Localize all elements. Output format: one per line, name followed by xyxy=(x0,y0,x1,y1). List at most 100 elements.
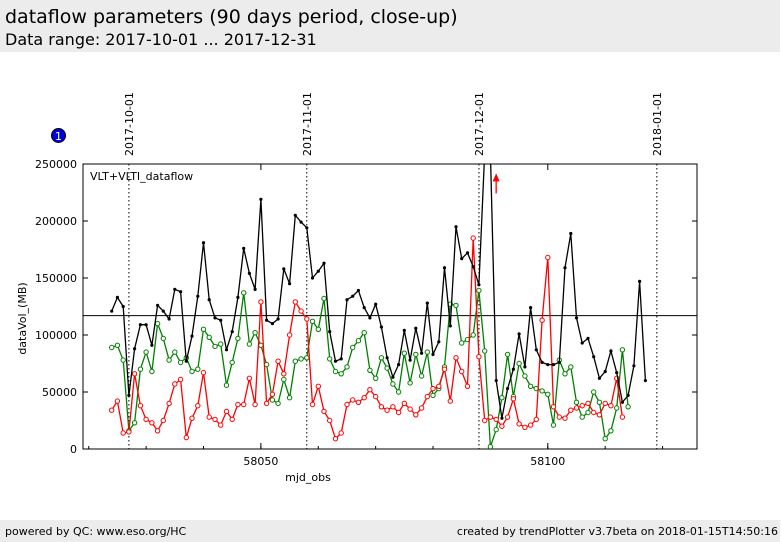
data-range-subtitle: Data range: 2017-10-01 ... 2017-12-31 xyxy=(5,30,317,49)
data-point-red xyxy=(608,403,614,409)
data-point-green xyxy=(625,404,631,410)
data-point-red xyxy=(131,371,138,377)
data-point-red xyxy=(459,368,465,375)
data-point-green xyxy=(223,382,230,388)
data-point-red xyxy=(338,430,344,436)
data-point-total xyxy=(460,257,464,261)
data-point-green xyxy=(361,330,367,336)
data-point-red xyxy=(447,398,453,404)
data-point-green xyxy=(327,356,333,362)
data-point-total xyxy=(511,367,515,371)
data-point-total xyxy=(408,358,412,362)
data-point-red xyxy=(573,405,580,411)
data-point-total xyxy=(288,282,292,286)
data-point-green xyxy=(487,444,494,449)
data-point-total xyxy=(615,371,619,375)
data-point-red xyxy=(212,416,218,423)
data-point-red xyxy=(137,403,144,409)
data-point-green xyxy=(424,349,430,355)
panel-label: VLT+VLTI_dataflow xyxy=(90,170,193,183)
data-point-total xyxy=(379,325,383,329)
footer-powered-by: powered by QC: www.eso.org/HC xyxy=(5,525,187,538)
data-point-total xyxy=(253,287,257,291)
data-point-red xyxy=(539,317,545,323)
data-point-total xyxy=(500,416,504,420)
data-point-red xyxy=(545,254,551,261)
data-point-green xyxy=(321,295,327,302)
data-point-red xyxy=(436,383,442,389)
data-point-total xyxy=(213,316,217,320)
data-point-green xyxy=(550,422,557,428)
data-point-total xyxy=(620,400,625,404)
date-marker-label: 2017-10-01 xyxy=(123,92,136,156)
data-point-red xyxy=(441,366,448,372)
data-point-green xyxy=(395,389,402,395)
data-point-total xyxy=(563,266,567,270)
data-point-green xyxy=(131,420,138,426)
data-point-red xyxy=(482,417,488,424)
data-point-green xyxy=(407,380,413,386)
data-point-red xyxy=(418,405,425,411)
data-point-green xyxy=(143,349,149,355)
data-point-red xyxy=(258,299,264,305)
data-point-total xyxy=(167,317,171,321)
data-point-red xyxy=(195,403,201,409)
data-point-red xyxy=(568,407,574,413)
series-total xyxy=(110,151,648,420)
data-point-total xyxy=(299,220,303,224)
data-point-red xyxy=(218,422,224,428)
data-point-green xyxy=(596,399,603,405)
data-point-red xyxy=(527,422,534,428)
data-point-total xyxy=(506,387,510,391)
data-point-red xyxy=(315,383,321,389)
data-point-red xyxy=(361,395,367,401)
data-point-total xyxy=(150,343,154,347)
data-point-total xyxy=(362,306,366,310)
data-point-red xyxy=(453,355,459,361)
data-point-total xyxy=(259,197,263,201)
data-point-green xyxy=(332,368,339,375)
date-marker-label: 2018-01-01 xyxy=(651,92,664,156)
data-point-total xyxy=(236,295,240,299)
data-point-total xyxy=(632,364,636,368)
data-point-red xyxy=(275,358,281,364)
data-point-green xyxy=(527,383,534,389)
data-point-total xyxy=(603,369,607,374)
data-point-total xyxy=(569,231,573,236)
data-point-red xyxy=(430,385,436,392)
series-green xyxy=(109,287,631,449)
data-point-total xyxy=(179,290,183,294)
data-point-green xyxy=(292,358,298,364)
data-point-total xyxy=(586,336,590,340)
data-point-green xyxy=(499,395,505,401)
data-point-total xyxy=(265,318,269,322)
data-point-total xyxy=(293,213,297,217)
data-point-total xyxy=(626,393,630,397)
data-point-green xyxy=(539,388,545,394)
data-point-total xyxy=(322,261,326,265)
data-point-red xyxy=(550,404,557,410)
data-point-total xyxy=(144,323,148,327)
data-point-total xyxy=(414,326,418,330)
data-point-total xyxy=(489,151,492,154)
data-point-red xyxy=(424,393,430,400)
data-point-green xyxy=(241,290,247,296)
data-point-total xyxy=(557,360,561,364)
data-point-green xyxy=(573,399,580,405)
data-point-total xyxy=(425,301,429,305)
data-point-red xyxy=(281,371,287,377)
data-point-total xyxy=(190,334,194,338)
data-point-total xyxy=(133,347,137,351)
data-point-red xyxy=(504,414,511,420)
data-point-total xyxy=(156,303,160,307)
data-point-red xyxy=(562,415,568,421)
data-point-total xyxy=(540,360,544,364)
data-point-green xyxy=(160,335,167,342)
data-point-total xyxy=(368,316,372,320)
data-point-green xyxy=(246,341,253,347)
data-point-green xyxy=(177,359,184,366)
data-point-green xyxy=(189,368,195,375)
data-point-green xyxy=(350,344,356,351)
data-point-red xyxy=(470,235,476,241)
data-point-red xyxy=(321,408,327,415)
